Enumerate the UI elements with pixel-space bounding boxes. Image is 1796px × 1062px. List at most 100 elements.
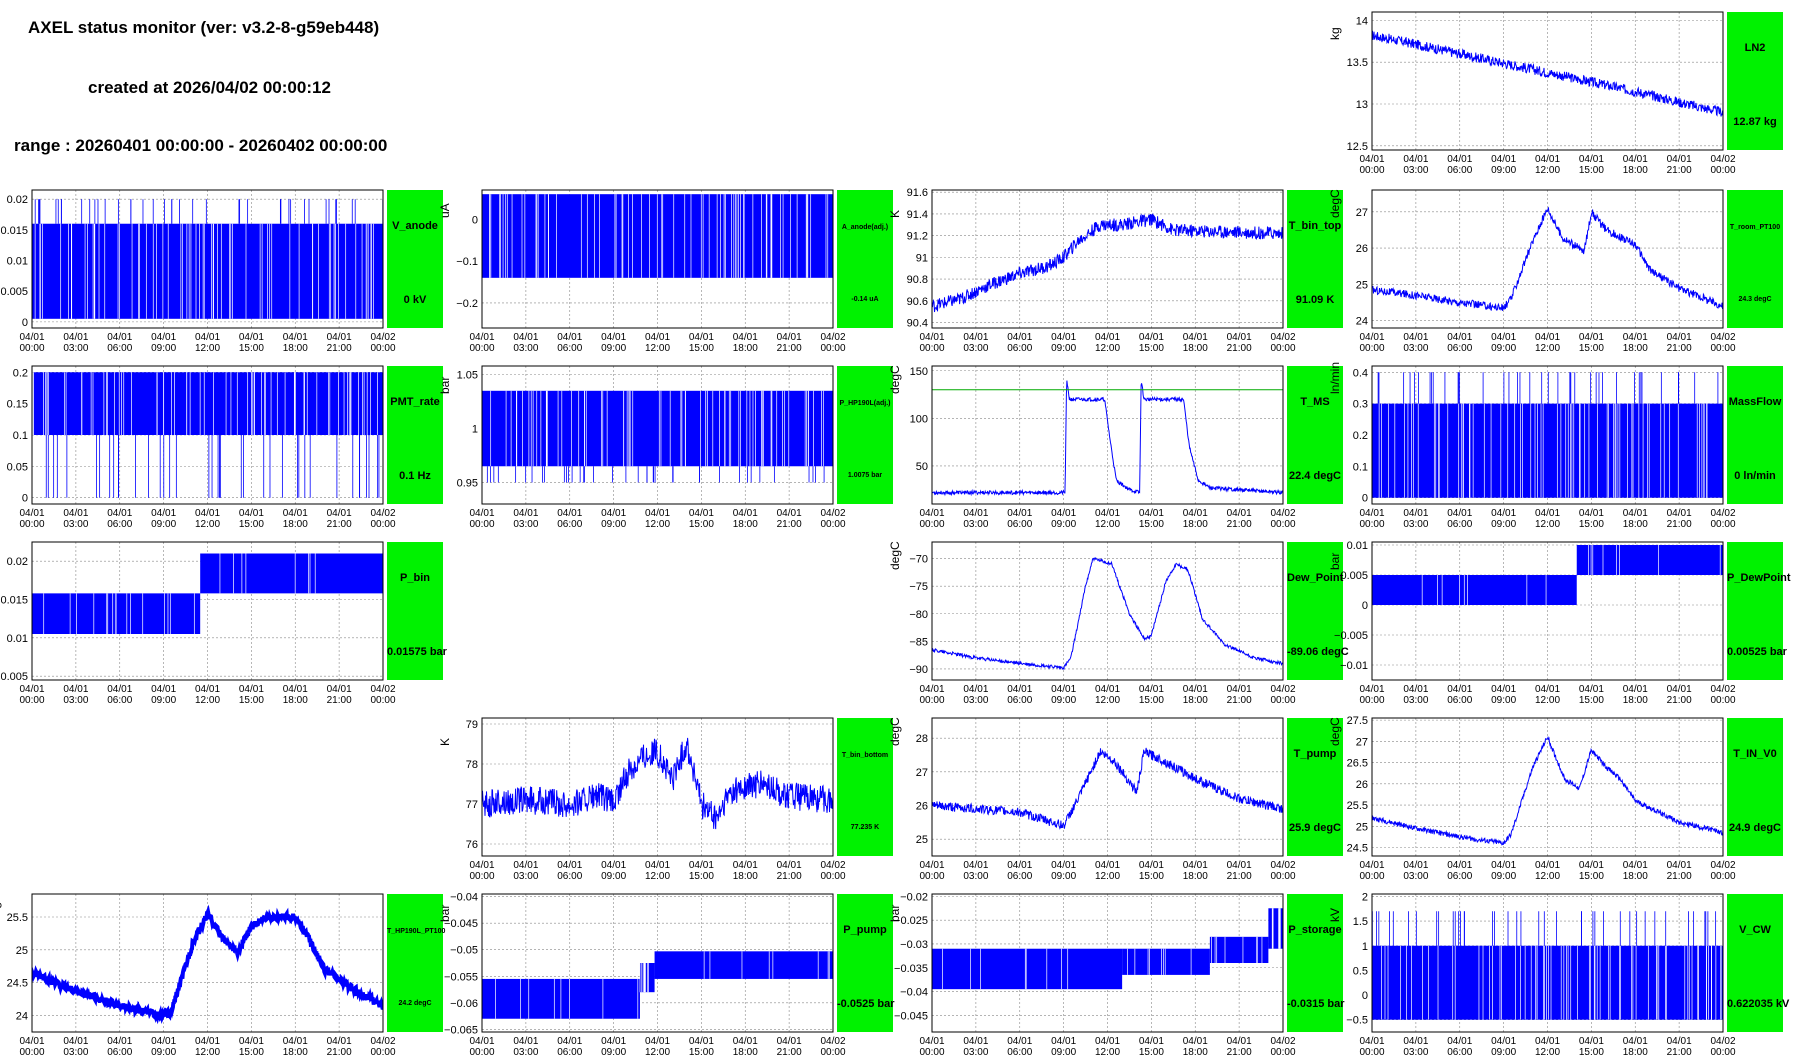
x-tick-label: 00:00 xyxy=(1710,1047,1735,1058)
x-tick-label: 09:00 xyxy=(1491,165,1516,176)
y-tick-label: 25 xyxy=(916,834,928,846)
x-tick-label: 04/01 xyxy=(1491,684,1516,695)
x-tick-label: 04/01 xyxy=(195,1036,220,1047)
x-tick-label: 18:00 xyxy=(1623,165,1648,176)
x-tick-label: 04/01 xyxy=(63,508,88,519)
badge-value: 0 kV xyxy=(403,294,427,306)
x-tick-label: 15:00 xyxy=(1579,343,1604,354)
status-badge: T_pump 25.9 degC xyxy=(1287,718,1343,856)
x-tick-label: 04/01 xyxy=(1139,508,1164,519)
status-badge: LN2 12.87 kg xyxy=(1727,12,1783,150)
x-tick-label: 04/01 xyxy=(919,860,944,871)
status-badge: P_storage -0.0315 bar xyxy=(1287,894,1344,1032)
panel-p-storage: −0.045 −0.04 −0.035 −0.03 −0.025 −0.02 04/01 00… xyxy=(888,888,1346,1062)
x-tick-label: 04/01 xyxy=(1051,1036,1076,1047)
y-tick-label: 0.005 xyxy=(0,286,28,298)
x-tick-label: 00:00 xyxy=(1359,519,1384,530)
plot-frame xyxy=(1371,11,1724,151)
x-tick-label: 04/01 xyxy=(239,1036,264,1047)
x-tick-label: 04/01 xyxy=(1227,508,1252,519)
y-tick-label: −0.025 xyxy=(894,915,928,927)
x-tick-label: 06:00 xyxy=(1447,343,1472,354)
x-tick-label: 00:00 xyxy=(1359,695,1384,706)
x-tick-label: 04/02 xyxy=(820,860,845,871)
status-badge: V_anode 0 kV xyxy=(387,190,443,328)
x-tick-label: 12:00 xyxy=(1095,343,1120,354)
x-tick-label: 04/01 xyxy=(63,332,88,343)
x-tick-label: 18:00 xyxy=(1183,343,1208,354)
x-tick-label: 00:00 xyxy=(370,695,395,706)
x-tick-label: 09:00 xyxy=(1491,1047,1516,1058)
badge-name: T_HP190L_PT100 xyxy=(387,928,446,935)
x-tick-label: 06:00 xyxy=(1007,1047,1032,1058)
y-tick-label: 0.15 xyxy=(7,399,28,411)
badge-name: P_HP190L(adj.) xyxy=(839,400,891,407)
x-tick-label: 03:00 xyxy=(963,1047,988,1058)
chart-p_storage: −0.045−0.04−0.035−0.03−0.025−0.0204/0100… xyxy=(894,891,1296,1058)
x-tick-label: 03:00 xyxy=(513,343,538,354)
y-axis-unit: bar xyxy=(1328,552,1342,570)
x-tick-label: 04/01 xyxy=(1359,154,1384,165)
x-tick-label: 04/01 xyxy=(1447,154,1472,165)
x-tick-label: 00:00 xyxy=(1710,871,1735,882)
y-tick-label: 1.05 xyxy=(457,370,478,382)
x-tick-label: 04/01 xyxy=(1447,332,1472,343)
y-tick-label: 25.5 xyxy=(7,912,28,924)
x-tick-label: 04/02 xyxy=(370,684,395,695)
x-tick-label: 04/01 xyxy=(151,1036,176,1047)
y-tick-label: 0.015 xyxy=(0,225,28,237)
plot-frame xyxy=(481,893,834,1033)
trace-line xyxy=(932,747,1283,830)
x-tick-label: 03:00 xyxy=(963,343,988,354)
x-tick-label: 04/01 xyxy=(1359,332,1384,343)
y-tick-label: 91 xyxy=(916,252,928,264)
x-tick-label: 18:00 xyxy=(733,343,758,354)
x-tick-label: 00:00 xyxy=(820,871,845,882)
x-tick-label: 00:00 xyxy=(1710,519,1735,530)
y-axis-unit: bar xyxy=(888,904,902,922)
x-tick-label: 04/01 xyxy=(733,1036,758,1047)
trace-band xyxy=(32,372,383,435)
x-tick-label: 04/01 xyxy=(733,332,758,343)
badge-value: 25.9 degC xyxy=(1289,822,1341,834)
y-tick-label: 0.2 xyxy=(1353,430,1368,442)
y-tick-label: 0.02 xyxy=(7,194,28,206)
plot-frame xyxy=(31,893,384,1033)
y-tick-label: 91.6 xyxy=(907,187,928,199)
x-tick-label: 04/01 xyxy=(513,332,538,343)
x-tick-label: 04/01 xyxy=(513,508,538,519)
trace-band xyxy=(32,593,116,634)
x-tick-label: 04/01 xyxy=(1623,154,1648,165)
x-tick-label: 04/01 xyxy=(1095,684,1120,695)
x-tick-label: 04/01 xyxy=(1227,1036,1252,1047)
badge-name: Dew_Point xyxy=(1287,572,1344,584)
y-axis-unit: K xyxy=(438,737,452,746)
x-tick-label: 04/01 xyxy=(1403,684,1428,695)
x-tick-label: 04/01 xyxy=(1667,684,1692,695)
x-tick-label: 04/01 xyxy=(557,332,582,343)
y-tick-label: 0.1 xyxy=(1353,461,1368,473)
x-tick-label: 04/01 xyxy=(1403,508,1428,519)
x-tick-label: 06:00 xyxy=(557,519,582,530)
x-tick-label: 21:00 xyxy=(1227,519,1252,530)
x-tick-label: 03:00 xyxy=(963,519,988,530)
x-tick-label: 18:00 xyxy=(1623,343,1648,354)
x-tick-label: 00:00 xyxy=(1270,1047,1295,1058)
panel-t-bin-bottom: 76 77 78 79 04/01 00:00 04/01 03:00 04/01 06:00 04… xyxy=(438,712,896,886)
y-tick-label: −0.045 xyxy=(894,1010,928,1022)
y-tick-label: 0 xyxy=(472,214,478,226)
x-tick-label: 04/01 xyxy=(107,508,132,519)
x-tick-label: 04/02 xyxy=(370,508,395,519)
x-tick-label: 04/01 xyxy=(327,1036,352,1047)
x-tick-label: 04/01 xyxy=(733,508,758,519)
x-tick-label: 06:00 xyxy=(107,343,132,354)
x-tick-label: 21:00 xyxy=(1667,165,1692,176)
panel-a-anode: −0.2 −0.1 0 04/01 00:00 04/01 03:00 04/01 06:00 0… xyxy=(438,184,896,358)
chart-massflow: 00.10.20.30.404/0100:0004/0103:0004/0106… xyxy=(1353,365,1736,530)
x-tick-label: 04/01 xyxy=(195,332,220,343)
x-tick-label: 06:00 xyxy=(557,343,582,354)
x-tick-label: 04/01 xyxy=(1623,684,1648,695)
x-tick-label: 18:00 xyxy=(283,519,308,530)
y-tick-label: 1.5 xyxy=(1353,916,1368,928)
created-timestamp: created at 2026/04/02 00:00:12 xyxy=(88,78,331,97)
